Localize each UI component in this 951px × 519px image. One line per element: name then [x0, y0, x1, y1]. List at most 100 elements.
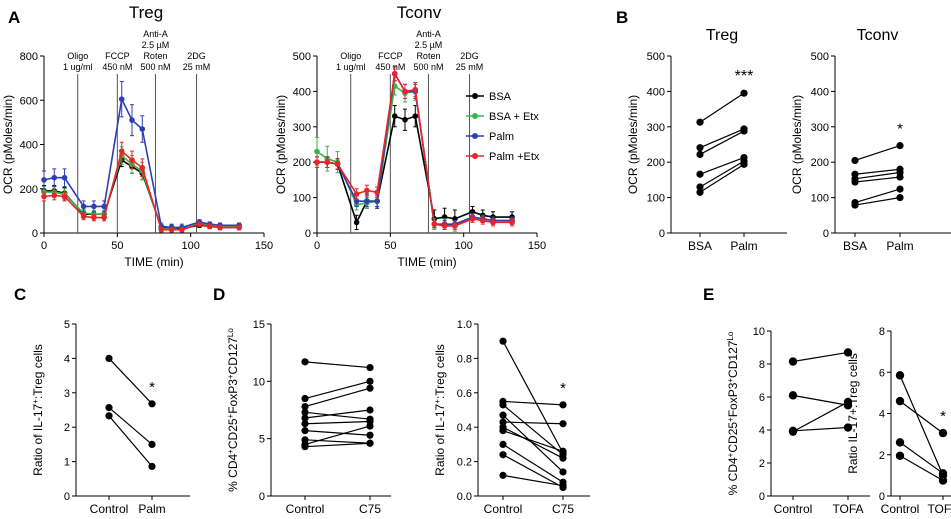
data-point	[91, 203, 97, 210]
data-point	[301, 427, 309, 435]
pair-line	[899, 441, 944, 474]
pair-line	[854, 168, 901, 175]
chart-a-treg: 0 200 400 600 800 0 50 100 150 TIME (min) OCR (pMo…	[1, 3, 273, 269]
y-tick-label: 300	[647, 122, 665, 134]
category-label: Control	[484, 502, 523, 516]
data-point	[938, 469, 948, 478]
category-label: BSA	[843, 239, 867, 253]
chart-e-right: 0 2 4 6 8 Control TOFA * Ratio IL-17+:Treg cells	[846, 326, 951, 516]
y-axis-title-part: % CD4	[226, 454, 240, 492]
injection-label: 500 nM	[413, 62, 443, 72]
data-point	[490, 219, 496, 226]
data-point	[896, 185, 904, 193]
y-tick-label: 2	[879, 450, 885, 462]
pair-line	[502, 474, 564, 487]
pair-line	[502, 454, 564, 488]
data-point	[895, 451, 905, 460]
pair-line	[699, 157, 745, 175]
category-label: Control	[286, 502, 325, 516]
y-axis-title-superscript: +	[726, 452, 735, 457]
injection-label: Anti-A	[416, 29, 441, 39]
y-tick-label: 500	[647, 51, 665, 63]
y-tick-label: 0	[64, 491, 70, 503]
category-label: Palm	[886, 239, 913, 253]
data-point	[91, 214, 97, 221]
pair-line	[899, 455, 944, 482]
data-point	[851, 178, 859, 186]
data-point	[696, 150, 704, 159]
data-point	[696, 118, 704, 126]
data-point	[148, 440, 156, 448]
data-point	[895, 438, 905, 447]
y-axis-title: Ratio of IL-17+:Treg cells	[31, 344, 46, 476]
y-tick-label: 5	[259, 434, 265, 446]
data-point	[80, 213, 87, 220]
data-point	[499, 471, 507, 479]
data-point	[895, 396, 905, 406]
chart-b-treg: 0 100 200 300 400 500 BSA Palm Treg *** OCR (pMole…	[626, 27, 787, 253]
injection-label: 25 mM	[456, 62, 484, 72]
category-label: BSA	[688, 239, 712, 253]
data-point	[148, 400, 156, 408]
legend-label: Palm	[489, 131, 514, 143]
pair-line	[699, 130, 745, 155]
data-point	[364, 198, 370, 204]
y-axis-title: % CD4+CD25+FoxP3+CD127Lo	[226, 328, 241, 492]
data-point	[851, 156, 859, 165]
data-point	[41, 193, 47, 200]
data-point	[301, 402, 309, 411]
y-tick-label: 3	[64, 388, 70, 400]
pair-line	[792, 351, 849, 363]
series-line	[317, 115, 513, 225]
data-point	[366, 439, 374, 447]
pair-line	[304, 411, 371, 420]
y-axis-title-superscript: Lo	[226, 328, 235, 337]
series-line	[317, 71, 513, 225]
data-point	[374, 198, 380, 204]
injection-label: Roten	[143, 51, 167, 61]
data-point	[364, 187, 370, 194]
data-point	[740, 160, 748, 168]
x-tick-label: 150	[255, 240, 273, 252]
y-tick-label: 500	[811, 51, 829, 63]
y-tick-label: 1.0	[457, 319, 472, 331]
pair-line	[304, 380, 371, 400]
y-tick-label: 4	[879, 409, 885, 421]
data-point	[402, 88, 408, 95]
category-label: Palm	[730, 239, 757, 253]
data-point	[301, 394, 309, 403]
y-axis-title-superscript: +	[726, 417, 735, 422]
pair-line	[304, 420, 371, 425]
y-axis-title-superscript: Lo	[726, 331, 735, 340]
chart-title: Tconv	[857, 27, 899, 44]
x-tick-label: 50	[384, 240, 396, 252]
data-point	[217, 224, 223, 231]
data-point	[105, 354, 113, 362]
data-point	[129, 157, 135, 163]
data-point	[118, 96, 125, 102]
pair-line	[854, 188, 901, 204]
pair-line	[304, 430, 371, 436]
data-point	[61, 193, 68, 200]
pair-line	[699, 163, 745, 193]
y-axis-title: Ratio IL-17+:Treg cells	[846, 353, 860, 474]
injection-label: Oligo	[67, 51, 88, 61]
pair-line	[899, 400, 944, 434]
injection-label: 2DG	[187, 51, 206, 61]
data-point	[236, 224, 242, 231]
y-axis-title-part: CD127	[226, 337, 240, 375]
data-point	[896, 194, 904, 202]
y-axis-title: Ratio of IL-17+:Treg cells	[433, 344, 448, 476]
chart-title: Treg	[706, 27, 738, 44]
series-line	[44, 154, 240, 231]
injection-label: 25 mM	[183, 62, 211, 72]
pair-line	[304, 439, 371, 444]
category-label: Control	[881, 502, 920, 516]
injection-label: 450 nM	[102, 62, 132, 72]
data-point	[301, 408, 309, 416]
y-tick-label: 0	[759, 491, 765, 503]
x-tick-label: 100	[181, 240, 199, 252]
y-axis-title-part: :Treg cells	[31, 344, 45, 399]
pair-line	[854, 171, 901, 180]
